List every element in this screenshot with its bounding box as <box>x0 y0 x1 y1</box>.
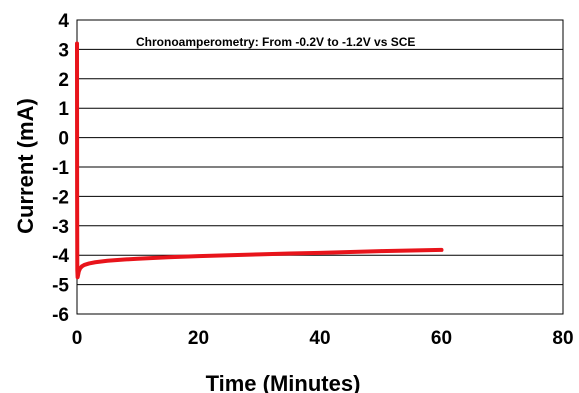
y-tick-label: -5 <box>52 276 69 297</box>
y-tick-label: 0 <box>58 129 69 150</box>
series-layer <box>75 41 444 280</box>
y-axis-label: Current (mA) <box>13 98 38 234</box>
y-tick-label: 2 <box>58 70 69 91</box>
y-tick-label: 3 <box>58 40 69 61</box>
x-tick-label: 60 <box>431 328 452 349</box>
x-tick-label: 0 <box>72 328 83 349</box>
y-tick-label: -6 <box>52 305 69 326</box>
x-tick-label: 80 <box>552 328 573 349</box>
x-tick-label: 40 <box>309 328 330 349</box>
series-line <box>75 41 444 280</box>
y-tick-label: 1 <box>58 99 69 120</box>
y-tick-label: 4 <box>58 11 69 32</box>
x-axis-label: Time (Minutes) <box>206 371 361 393</box>
y-tick-label: -1 <box>52 158 69 179</box>
y-tick-label: -3 <box>52 217 69 238</box>
y-tick-labels: 4 3 2 1 0 -1 -2 -3 -4 -5 -6 <box>52 11 69 326</box>
x-tick-labels: 0 20 40 60 80 <box>72 328 574 349</box>
y-tick-label: -2 <box>52 187 69 208</box>
y-tick-label: -4 <box>52 246 69 267</box>
grid-lines <box>77 19 563 315</box>
chart-annotation: Chronoamperometry: From -0.2V to -1.2V v… <box>136 35 415 49</box>
x-tick-label: 20 <box>188 328 209 349</box>
